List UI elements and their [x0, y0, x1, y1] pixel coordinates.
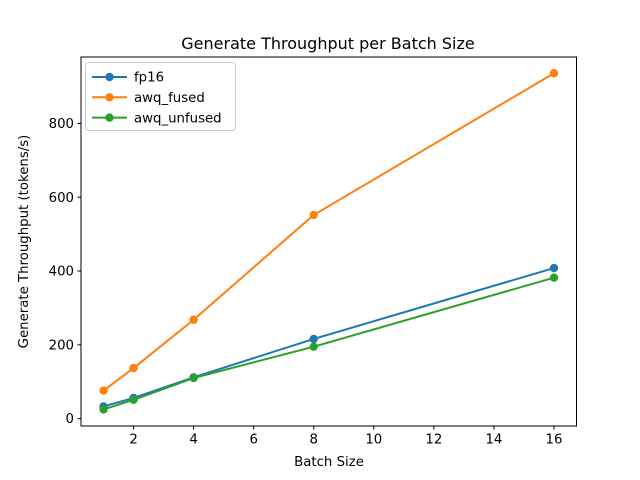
legend-label-awq-fused: awq_fused [134, 91, 205, 106]
data-point-awq-unfused [549, 273, 559, 282]
legend-marker-icon [105, 113, 114, 122]
data-point-awq-fused [189, 315, 198, 324]
x-tick-label: 12 [425, 433, 442, 448]
x-tick-label: 16 [546, 433, 563, 448]
x-tick-label: 14 [485, 433, 502, 448]
legend: fp16 awq_fused awq_unfused [85, 62, 236, 131]
legend-label-fp16: fp16 [134, 71, 164, 86]
legend-box [85, 62, 236, 131]
y-tick-label: 0 [66, 412, 74, 427]
y-axis-label: Generate Throughput (tokens/s) [17, 135, 32, 349]
data-point-awq-fused [129, 363, 138, 373]
legend-marker-icon [105, 93, 114, 102]
x-tick-label: 10 [365, 433, 382, 448]
data-point-awq-unfused [99, 405, 108, 414]
data-point-awq-unfused [129, 395, 138, 405]
legend-marker-icon [105, 72, 114, 82]
legend-label-awq-unfused: awq_unfused [134, 111, 222, 126]
plot-area: 2 4 6 8 10 12 14 16 0 200 400 600 800 [49, 56, 577, 448]
data-point-fp16 [549, 263, 559, 273]
axes-spines [80, 56, 577, 427]
x-tick-label: 8 [310, 433, 318, 448]
y-tick-label: 200 [49, 338, 74, 353]
x-tick-label: 2 [129, 433, 137, 448]
y-tick-label: 400 [49, 265, 74, 280]
x-tick-label: 4 [189, 433, 197, 448]
data-point-awq-unfused [309, 342, 318, 351]
data-point-awq-fused [309, 210, 318, 220]
y-tick-label: 600 [49, 191, 74, 206]
x-axis-label: Batch Size [294, 455, 364, 470]
x-tick-label: 6 [249, 433, 257, 448]
series-line-awq-unfused [103, 276, 555, 411]
data-point-awq-unfused [189, 373, 198, 383]
data-point-fp16 [309, 334, 318, 344]
chart-title: Generate Throughput per Batch Size [181, 34, 474, 53]
y-tick-label: 800 [49, 117, 74, 132]
data-point-awq-fused [549, 69, 559, 78]
data-point-awq-fused [99, 386, 108, 395]
